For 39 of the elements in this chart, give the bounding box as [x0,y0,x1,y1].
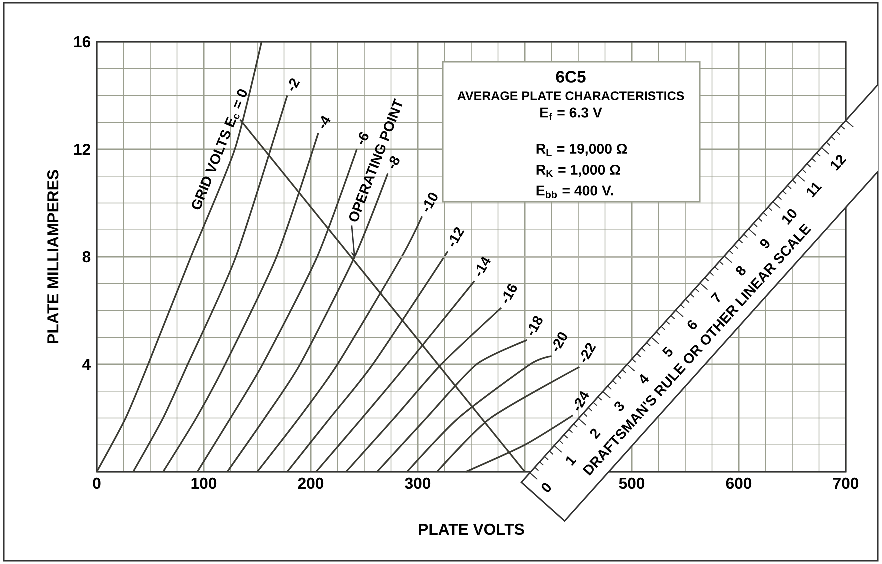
y-tick-label: 4 [82,359,92,370]
text: -12 [450,228,465,247]
annotation: 11 [807,182,822,198]
annotation: 7 [710,292,720,303]
annotation: 4 [640,374,650,384]
x-tick-label: 500 [619,478,645,490]
text: -4 [321,116,331,129]
y-tick-label: 16 [74,36,91,48]
text: AVERAGE PLATE CHARACTERISTICS [458,92,684,100]
annotation: 9 [760,239,770,248]
text: -18 [529,316,543,336]
annotation: R$_{L}$ = 19,000 Ω [536,144,628,156]
annotation: E$_{f}$ = 6.3 V [540,108,602,120]
annotation: 10 [782,209,797,226]
text: -2 [289,78,300,91]
x-tick-label: 300 [405,478,431,490]
text: 6C5 [556,71,586,83]
annotation: 6 [688,320,698,330]
annotation: E$_{bb}$ = 400 V. [536,186,614,198]
x-tick-label: 700 [833,478,859,490]
y-tick-label: 12 [74,144,90,156]
annotation: 1 [566,456,577,466]
annotation: 5 [662,346,673,357]
x-tick-label: 0 [93,478,101,490]
text: -22 [581,343,596,362]
text: -8 [390,156,400,169]
x-tick-label: 600 [726,478,752,490]
x-tick-label: 200 [298,478,324,490]
x-axis-title: PLATE VOLTS [419,524,524,536]
y-tick-label: 8 [82,251,91,263]
annotation: R$_{K}$ = 1,000 Ω [536,164,620,178]
y-axis-title: PLATE MILLIAMPERES [48,170,59,344]
text: -6 [359,132,369,145]
text: -20 [554,332,568,352]
text: -14 [476,256,491,276]
text: -10 [424,192,438,212]
annotation: 12 [831,154,847,172]
text: -16 [504,284,518,304]
x-tick-label: 100 [192,478,217,490]
